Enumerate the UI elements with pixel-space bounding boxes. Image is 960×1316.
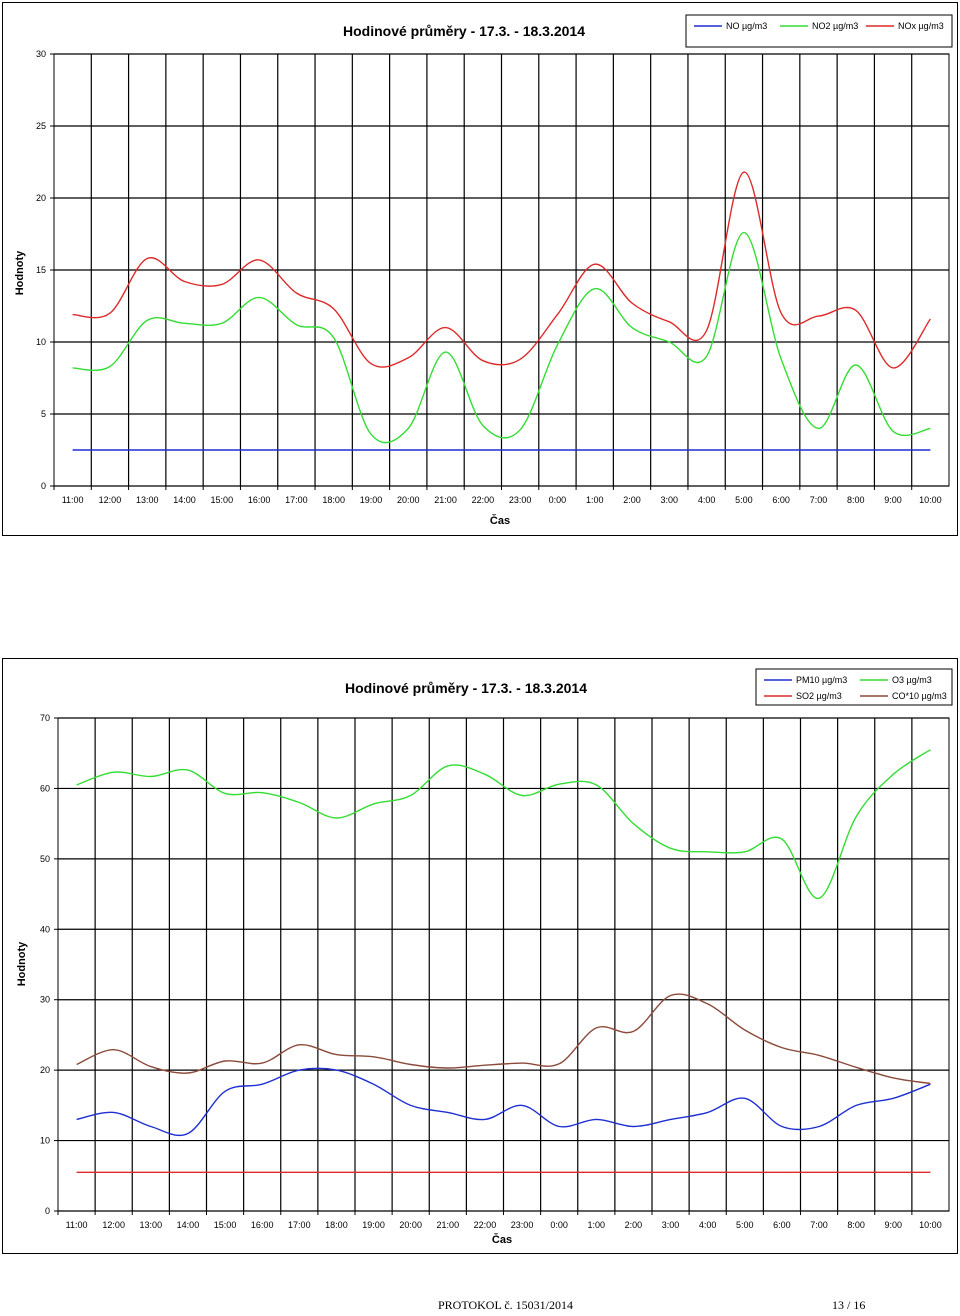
y-tick-label: 30 [36,49,46,59]
x-tick-label: 7:00 [810,1220,828,1230]
legend-label: NOx µg/m3 [898,21,944,31]
y-tick-label: 70 [40,713,50,723]
series-line-2 [72,171,931,369]
x-tick-label: 19:00 [362,1220,385,1230]
x-tick-label: 21:00 [434,495,457,505]
x-tick-label: 13:00 [140,1220,163,1230]
x-tick-label: 18:00 [325,1220,348,1230]
x-tick-label: 23:00 [509,495,532,505]
x-tick-label: 4:00 [698,495,716,505]
y-tick-label: 0 [45,1206,50,1216]
x-tick-label: 23:00 [511,1220,534,1230]
page-number: 13 / 16 [832,1298,866,1312]
x-tick-label: 1:00 [588,1220,606,1230]
x-tick-label: 8:00 [847,495,865,505]
x-tick-label: 15:00 [211,495,234,505]
chart-2-svg: 0 10 20 30 40 50 60 70 11:00 12:00 13:00 14:00 15:00… [16,668,953,1246]
y-axis-label: Hodnoty [16,941,28,986]
x-tick-label: 2:00 [625,1220,643,1230]
x-tick-label: 17:00 [288,1220,311,1230]
x-tick-label: 21:00 [437,1220,460,1230]
chart-title: Hodinové průměry - 17.3. - 18.3.2014 [345,680,587,696]
y-tick-label: 10 [36,337,46,347]
x-tick-label: 0:00 [549,495,567,505]
y-axis-label: Hodnoty [14,250,26,295]
x-tick-label: 3:00 [662,1220,680,1230]
y-tick-label: 60 [40,783,50,793]
y-tick-label: 25 [36,121,46,131]
x-tick-label: 13:00 [136,495,159,505]
y-tick-label: 0 [41,481,46,491]
x-tick-label: 5:00 [735,495,753,505]
x-tick-label: 14:00 [177,1220,200,1230]
x-tick-label: 6:00 [772,495,790,505]
x-tick-label: 0:00 [550,1220,568,1230]
x-tick-label: 20:00 [399,1220,422,1230]
series-line-1 [72,231,931,444]
legend-label: PM10 µg/m3 [796,675,847,685]
x-tick-label: 9:00 [885,1220,903,1230]
x-tick-label: 14:00 [173,495,196,505]
x-axis-label: Čas [490,514,510,527]
series-line-0 [76,1067,931,1137]
x-tick-label: 19:00 [360,495,383,505]
x-tick-label: 6:00 [773,1220,791,1230]
legend-box [685,14,953,48]
chart-title: Hodinové průměry - 17.3. - 18.3.2014 [343,23,585,39]
legend-box [755,668,953,706]
x-tick-label: 10:00 [919,495,942,505]
x-tick-label: 20:00 [397,495,420,505]
legend-label: NO2 µg/m3 [812,21,858,31]
x-tick-label: 12:00 [102,1220,125,1230]
x-tick-label: 18:00 [322,495,345,505]
y-tick-label: 20 [40,1065,50,1075]
y-tick-label: 10 [40,1136,50,1146]
series-line-1 [76,749,931,900]
x-tick-label: 11:00 [62,495,84,505]
x-tick-label: 3:00 [661,495,679,505]
x-tick-label: 10:00 [919,1220,942,1230]
y-tick-label: 50 [40,854,50,864]
x-tick-label: 5:00 [736,1220,754,1230]
x-tick-label: 16:00 [248,495,271,505]
y-tick-label: 40 [40,924,50,934]
legend-label: NO µg/m3 [726,21,767,31]
x-tick-label: 11:00 [66,1220,88,1230]
x-tick-label: 17:00 [285,495,308,505]
chart-1: 0 5 10 15 20 25 30 11:00 12:00 13:00 14:00 15:00 16:… [2,2,958,536]
chart-1-svg: 0 5 10 15 20 25 30 11:00 12:00 13:00 14:00 15:00 16:… [14,14,953,527]
legend-label: O3 µg/m3 [892,675,932,685]
legend-label: CO*10 µg/m3 [892,691,947,701]
y-tick-label: 5 [41,409,46,419]
x-tick-label: 9:00 [884,495,902,505]
protocol-number: PROTOKOL č. 15031/2014 [438,1298,573,1312]
legend-label: SO2 µg/m3 [796,691,842,701]
x-tick-label: 22:00 [472,495,495,505]
x-tick-label: 8:00 [847,1220,865,1230]
x-tick-label: 12:00 [99,495,122,505]
x-axis-label: Čas [492,1233,512,1246]
y-tick-label: 20 [36,193,46,203]
x-tick-label: 15:00 [214,1220,237,1230]
chart-2: 0 10 20 30 40 50 60 70 11:00 12:00 13:00 14:00 15:00… [2,658,958,1254]
x-tick-label: 16:00 [251,1220,274,1230]
y-tick-label: 15 [36,265,46,275]
x-tick-label: 4:00 [699,1220,717,1230]
x-tick-label: 1:00 [586,495,604,505]
x-tick-label: 7:00 [810,495,828,505]
x-tick-label: 22:00 [474,1220,497,1230]
x-tick-label: 2:00 [623,495,641,505]
series-line-3 [76,993,931,1085]
y-tick-label: 30 [40,995,50,1005]
